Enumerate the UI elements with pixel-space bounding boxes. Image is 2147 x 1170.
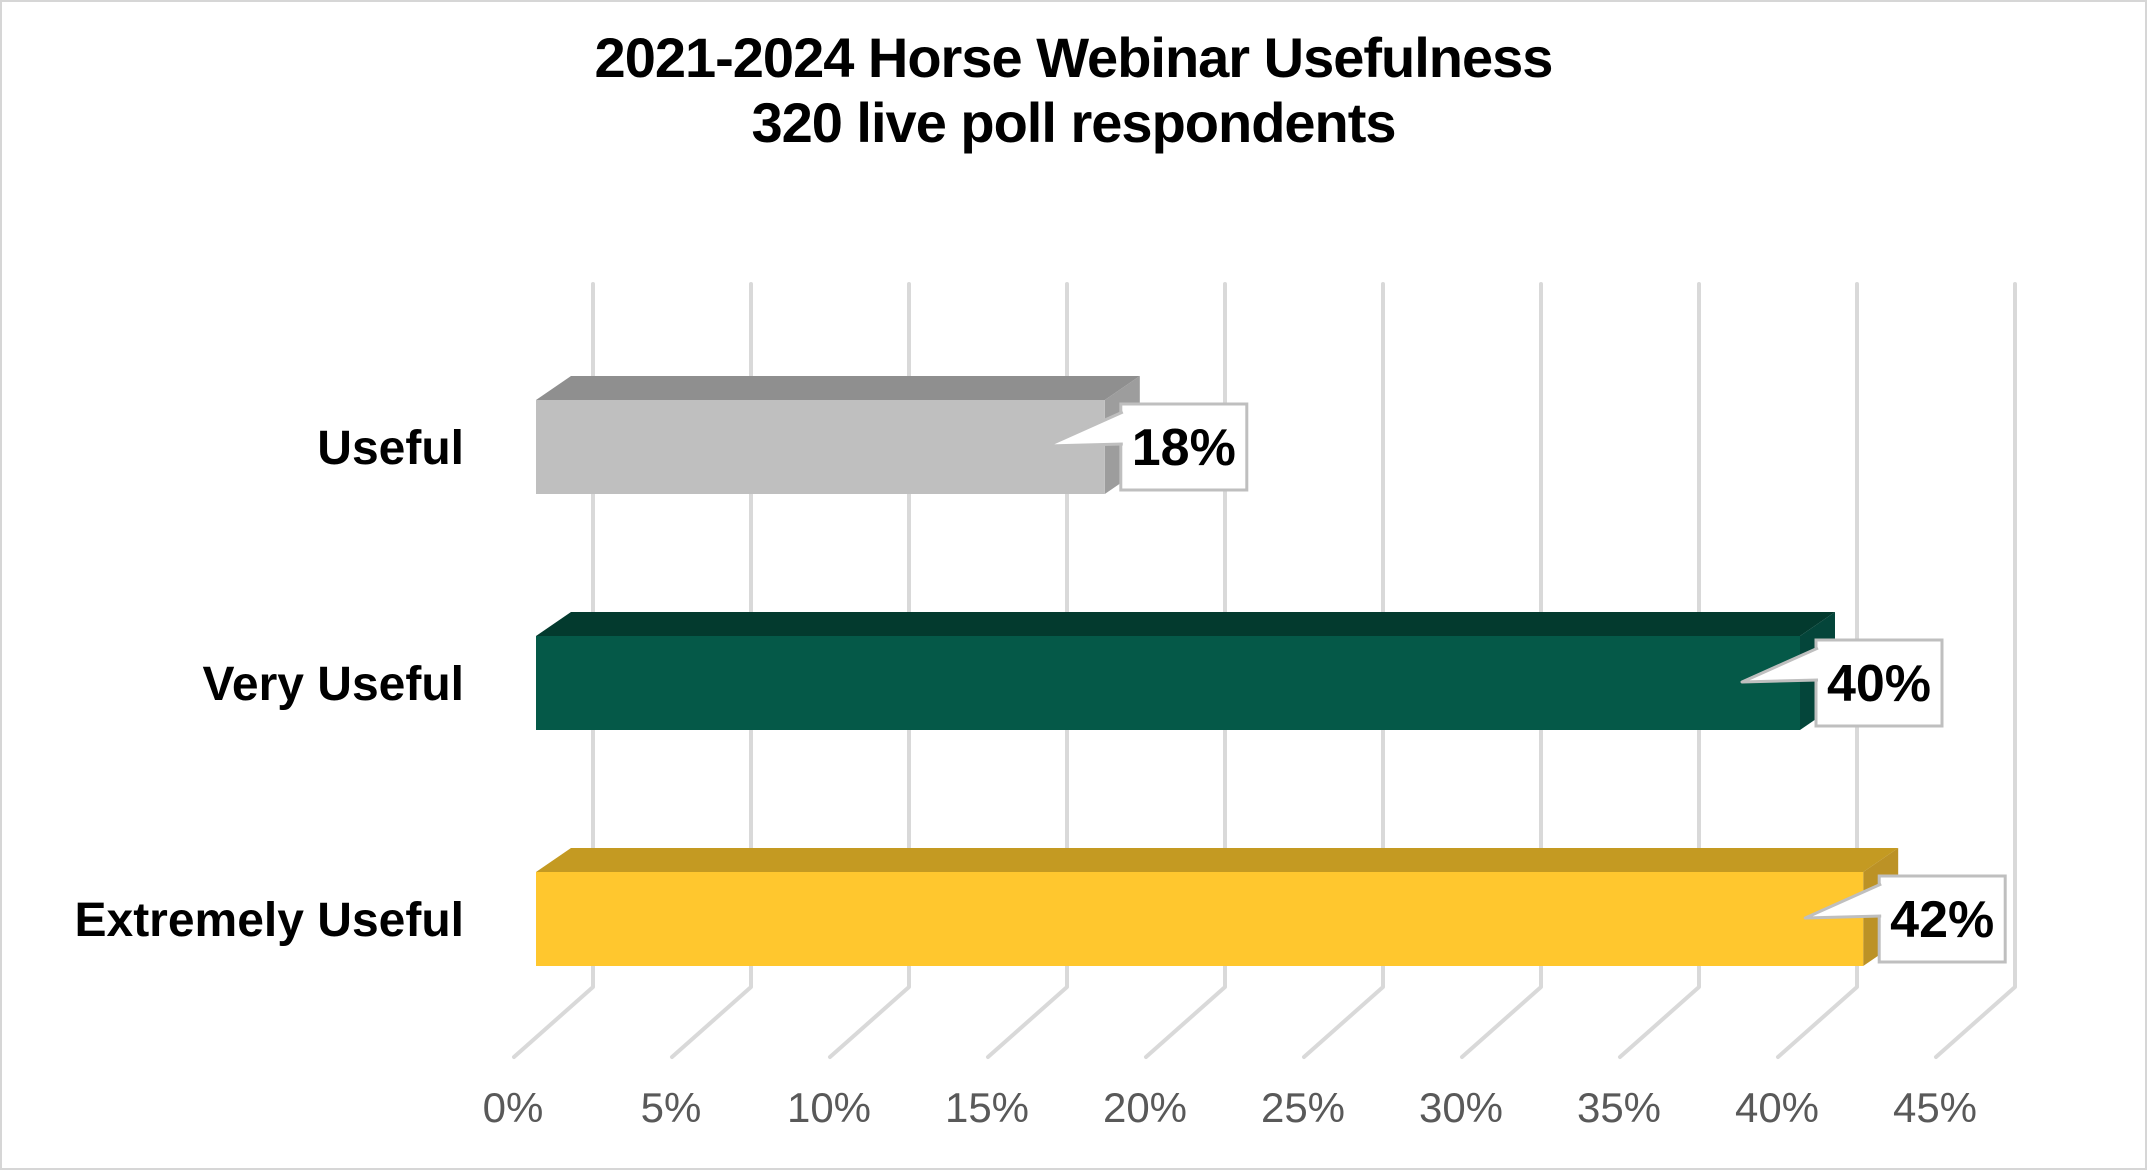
- x-axis-tick-label: 10%: [787, 1084, 871, 1131]
- data-label: 42%: [1890, 891, 1994, 949]
- gridline: [1460, 282, 1543, 1059]
- data-label-callout-pointer: [1740, 646, 1819, 684]
- data-label-callout-pointer: [1803, 882, 1882, 920]
- bar: [536, 636, 1800, 730]
- data-label-callout-pointer: [1045, 410, 1124, 448]
- bar-top-face: [536, 612, 1835, 636]
- data-label: 40%: [1827, 655, 1931, 713]
- x-axis-tick-label: 30%: [1419, 1084, 1503, 1131]
- x-axis-tick-label: 0%: [483, 1084, 544, 1131]
- x-axis-tick-label: 20%: [1103, 1084, 1187, 1131]
- x-axis-tick-label: 15%: [945, 1084, 1029, 1131]
- data-label-callout-box: [1119, 402, 1249, 492]
- x-axis-tick-label: 35%: [1577, 1084, 1661, 1131]
- bar-top-face: [536, 376, 1140, 400]
- data-label: 18%: [1132, 419, 1236, 477]
- chart-title-line2: 320 live poll respondents: [751, 90, 1396, 154]
- category-label: Very Useful: [203, 658, 464, 711]
- bar: [536, 872, 1864, 966]
- gridline: [828, 282, 911, 1059]
- gridline: [1776, 282, 1859, 1059]
- gridline: [1618, 282, 1701, 1059]
- category-label: Useful: [317, 422, 464, 475]
- x-axis-tick-label: 25%: [1261, 1084, 1345, 1131]
- x-axis-tick-label: 45%: [1893, 1084, 1977, 1131]
- data-label-callout-box: [1814, 638, 1944, 728]
- bar: [536, 400, 1105, 494]
- gridline: [670, 282, 753, 1059]
- gridline: [1144, 282, 1227, 1059]
- chart-title-line1: 2021-2024 Horse Webinar Usefulness: [594, 26, 1554, 89]
- gridline: [1302, 282, 1385, 1059]
- x-axis-tick-label: 40%: [1735, 1084, 1819, 1131]
- gridline: [1934, 282, 2017, 1059]
- gridline: [986, 282, 1069, 1059]
- category-label: Extremely Useful: [74, 894, 464, 947]
- chart-title: 2021-2024 Horse Webinar Usefulness 320 l…: [2, 26, 2145, 156]
- data-label-callout-box: [1877, 874, 2007, 964]
- gridline: [512, 282, 595, 1059]
- bar-top-face: [536, 848, 1899, 872]
- x-axis-tick-label: 5%: [641, 1084, 702, 1131]
